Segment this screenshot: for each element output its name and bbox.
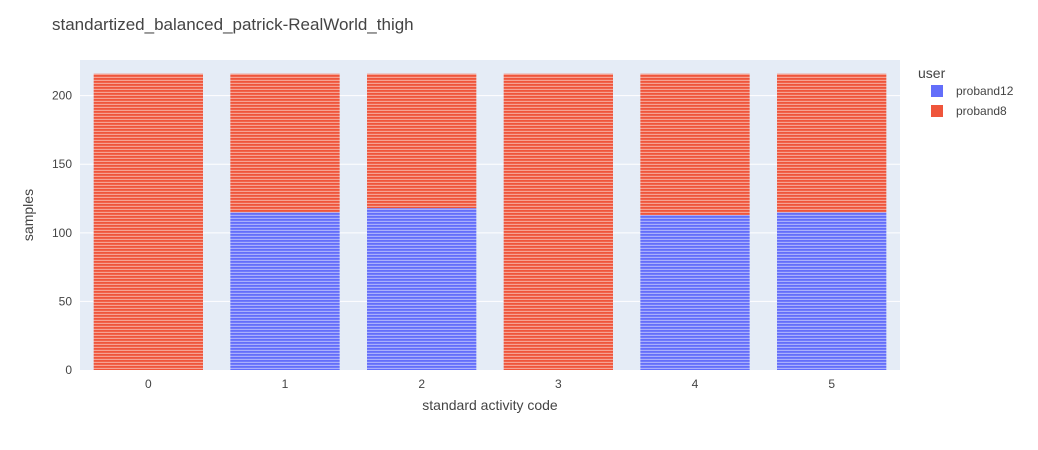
bar-proband8-2[interactable] xyxy=(367,73,477,209)
gridlines xyxy=(80,95,900,302)
y-tick-label: 200 xyxy=(52,89,72,103)
legend-label-proband12[interactable]: proband12 xyxy=(956,84,1014,98)
bar-proband8-0[interactable] xyxy=(93,73,203,371)
x-axis-label: standard activity code xyxy=(422,397,558,413)
bar-proband12-4[interactable] xyxy=(640,215,750,370)
legend-swatch-proband12[interactable] xyxy=(931,85,943,97)
bar-proband12-1[interactable] xyxy=(230,212,340,370)
legend-label-proband8[interactable]: proband8 xyxy=(956,104,1007,118)
bar-proband12-2[interactable] xyxy=(367,208,477,370)
y-axis-label: samples xyxy=(20,189,36,241)
chart-title: standartized_balanced_patrick-RealWorld_… xyxy=(52,15,414,34)
x-tick-label: 0 xyxy=(145,377,152,391)
y-tick-label: 0 xyxy=(65,363,72,377)
legend[interactable]: user proband12 proband8 xyxy=(918,65,1014,118)
x-tick-label: 4 xyxy=(692,377,699,391)
bar-proband8-1[interactable] xyxy=(230,73,340,213)
bar-proband8-5[interactable] xyxy=(777,73,887,213)
plot-area xyxy=(80,60,900,370)
x-tick-label: 3 xyxy=(555,377,562,391)
x-tick-label: 5 xyxy=(828,377,835,391)
bar-proband8-3[interactable] xyxy=(503,73,613,371)
bar-proband12-5[interactable] xyxy=(777,212,887,370)
bars[interactable] xyxy=(93,73,887,371)
x-tick-label: 1 xyxy=(282,377,289,391)
y-tick-label: 50 xyxy=(59,294,73,308)
y-axis: 0 50 100 150 200 xyxy=(52,89,72,377)
x-axis: 0 1 2 3 4 5 xyxy=(145,377,835,391)
bar-proband8-4[interactable] xyxy=(640,73,750,215)
legend-swatch-proband8[interactable] xyxy=(931,105,943,117)
x-tick-label: 2 xyxy=(418,377,425,391)
legend-title: user xyxy=(918,65,946,81)
y-tick-label: 150 xyxy=(52,157,72,171)
y-tick-label: 100 xyxy=(52,226,72,240)
